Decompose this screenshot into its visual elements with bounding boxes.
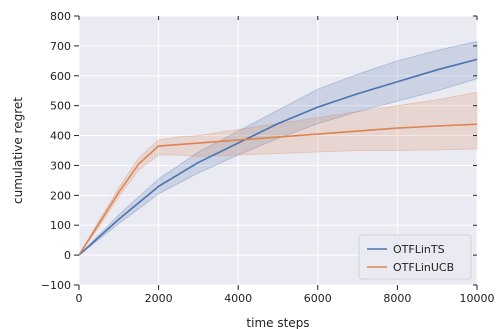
legend: OTFLinTS OTFLinUCB [358,234,472,280]
x-tick-label: 0 [76,292,83,305]
y-tick-label: 800 [50,10,71,23]
y-tick-label: 700 [50,40,71,53]
legend-label-0: OTFLinTS [393,243,445,256]
series-band-1 [78,91,478,256]
y-tick-label: 500 [50,100,71,113]
series-lines [78,58,478,256]
legend-label-1: OTFLinUCB [393,261,454,274]
legend-box [358,234,472,280]
x-tick-label: 4000 [224,292,252,305]
grid-lines [78,15,478,286]
y-tick-label: 0 [64,249,71,262]
y-tick-label: 100 [50,219,71,232]
x-tick-label: 6000 [304,292,332,305]
x-tick-label: 2000 [145,292,173,305]
y-axis-label: cumulative regret [11,97,25,204]
x-tick-label: 10000 [460,292,495,305]
y-tick-label: 200 [50,189,71,202]
y-tick-label: 400 [50,130,71,143]
y-tick-label: −100 [41,279,71,292]
x-tick-label: 8000 [383,292,411,305]
y-tick-label: 600 [50,70,71,83]
x-axis-label: time steps [246,316,309,329]
axes: 0 2000 4000 6000 8000 10000 −100 0 100 200 300 400 5… [11,10,495,329]
y-tick-label: 300 [50,159,71,172]
series-line-1 [78,123,478,256]
series-line-0 [78,58,478,256]
